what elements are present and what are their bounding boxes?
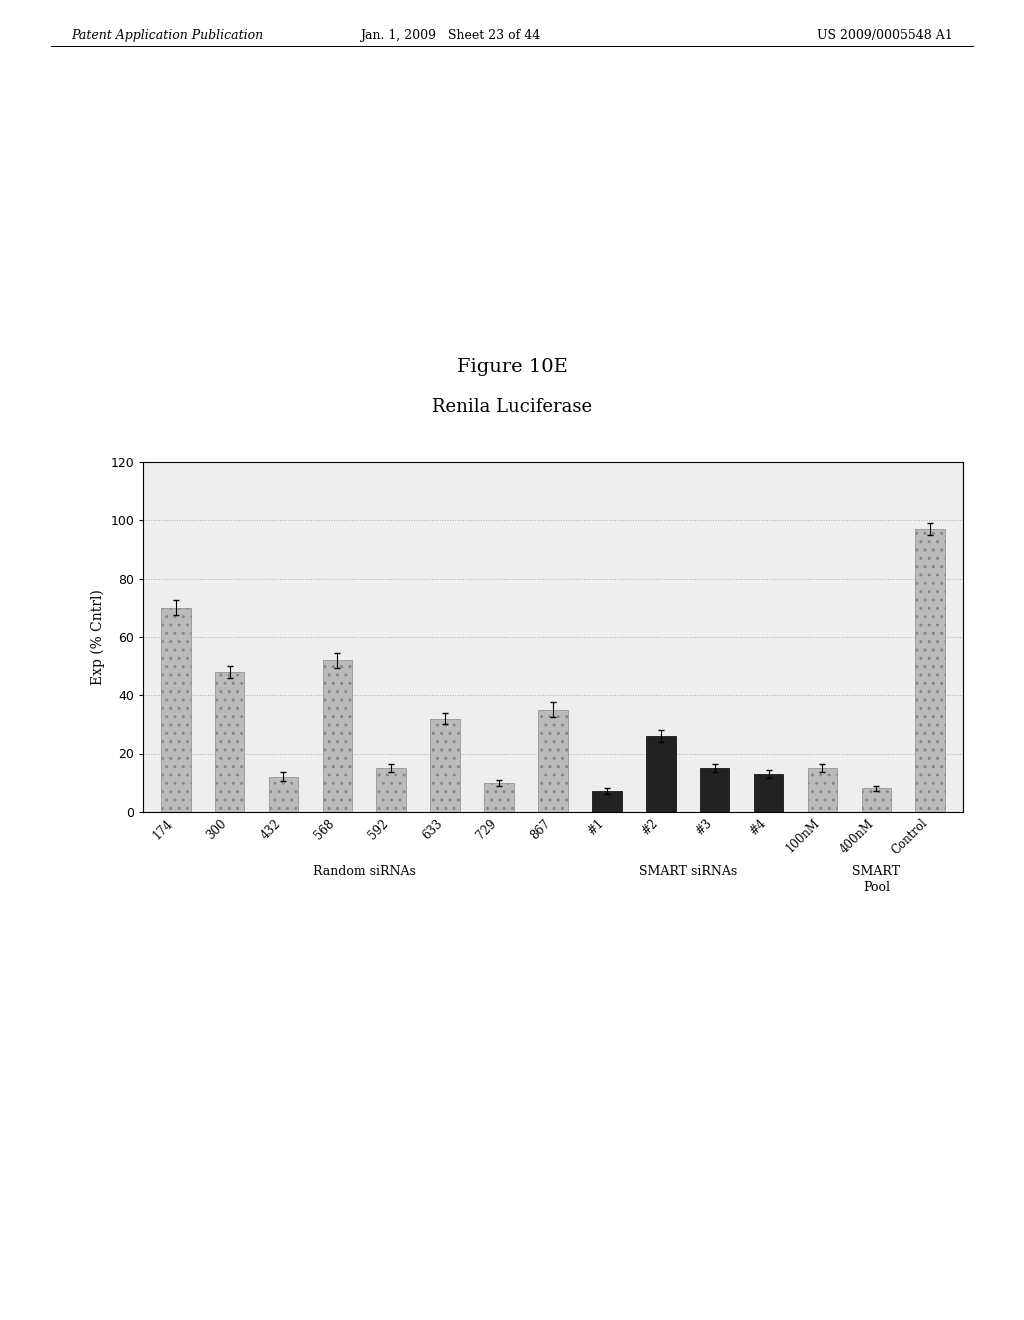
Bar: [539, 710, 567, 812]
Bar: [861, 788, 891, 812]
Bar: [484, 783, 514, 812]
Bar: [430, 718, 460, 812]
Y-axis label: Exp (% Cntrl): Exp (% Cntrl): [90, 589, 104, 685]
Bar: [377, 768, 407, 812]
Text: Jan. 1, 2009   Sheet 23 of 44: Jan. 1, 2009 Sheet 23 of 44: [360, 29, 541, 42]
Bar: [592, 792, 622, 812]
Bar: [161, 607, 190, 812]
Bar: [915, 529, 945, 812]
Bar: [699, 768, 729, 812]
Bar: [215, 672, 245, 812]
Text: SMART siRNAs: SMART siRNAs: [639, 865, 737, 878]
Text: US 2009/0005548 A1: US 2009/0005548 A1: [816, 29, 952, 42]
Text: Renila Luciferase: Renila Luciferase: [432, 397, 592, 416]
Bar: [808, 768, 838, 812]
Text: Patent Application Publication: Patent Application Publication: [72, 29, 264, 42]
Bar: [268, 776, 298, 812]
Bar: [646, 737, 676, 812]
Bar: [323, 660, 352, 812]
Text: SMART
Pool: SMART Pool: [852, 865, 900, 894]
Text: Figure 10E: Figure 10E: [457, 358, 567, 376]
Text: Random siRNAs: Random siRNAs: [313, 865, 416, 878]
Bar: [754, 774, 783, 812]
